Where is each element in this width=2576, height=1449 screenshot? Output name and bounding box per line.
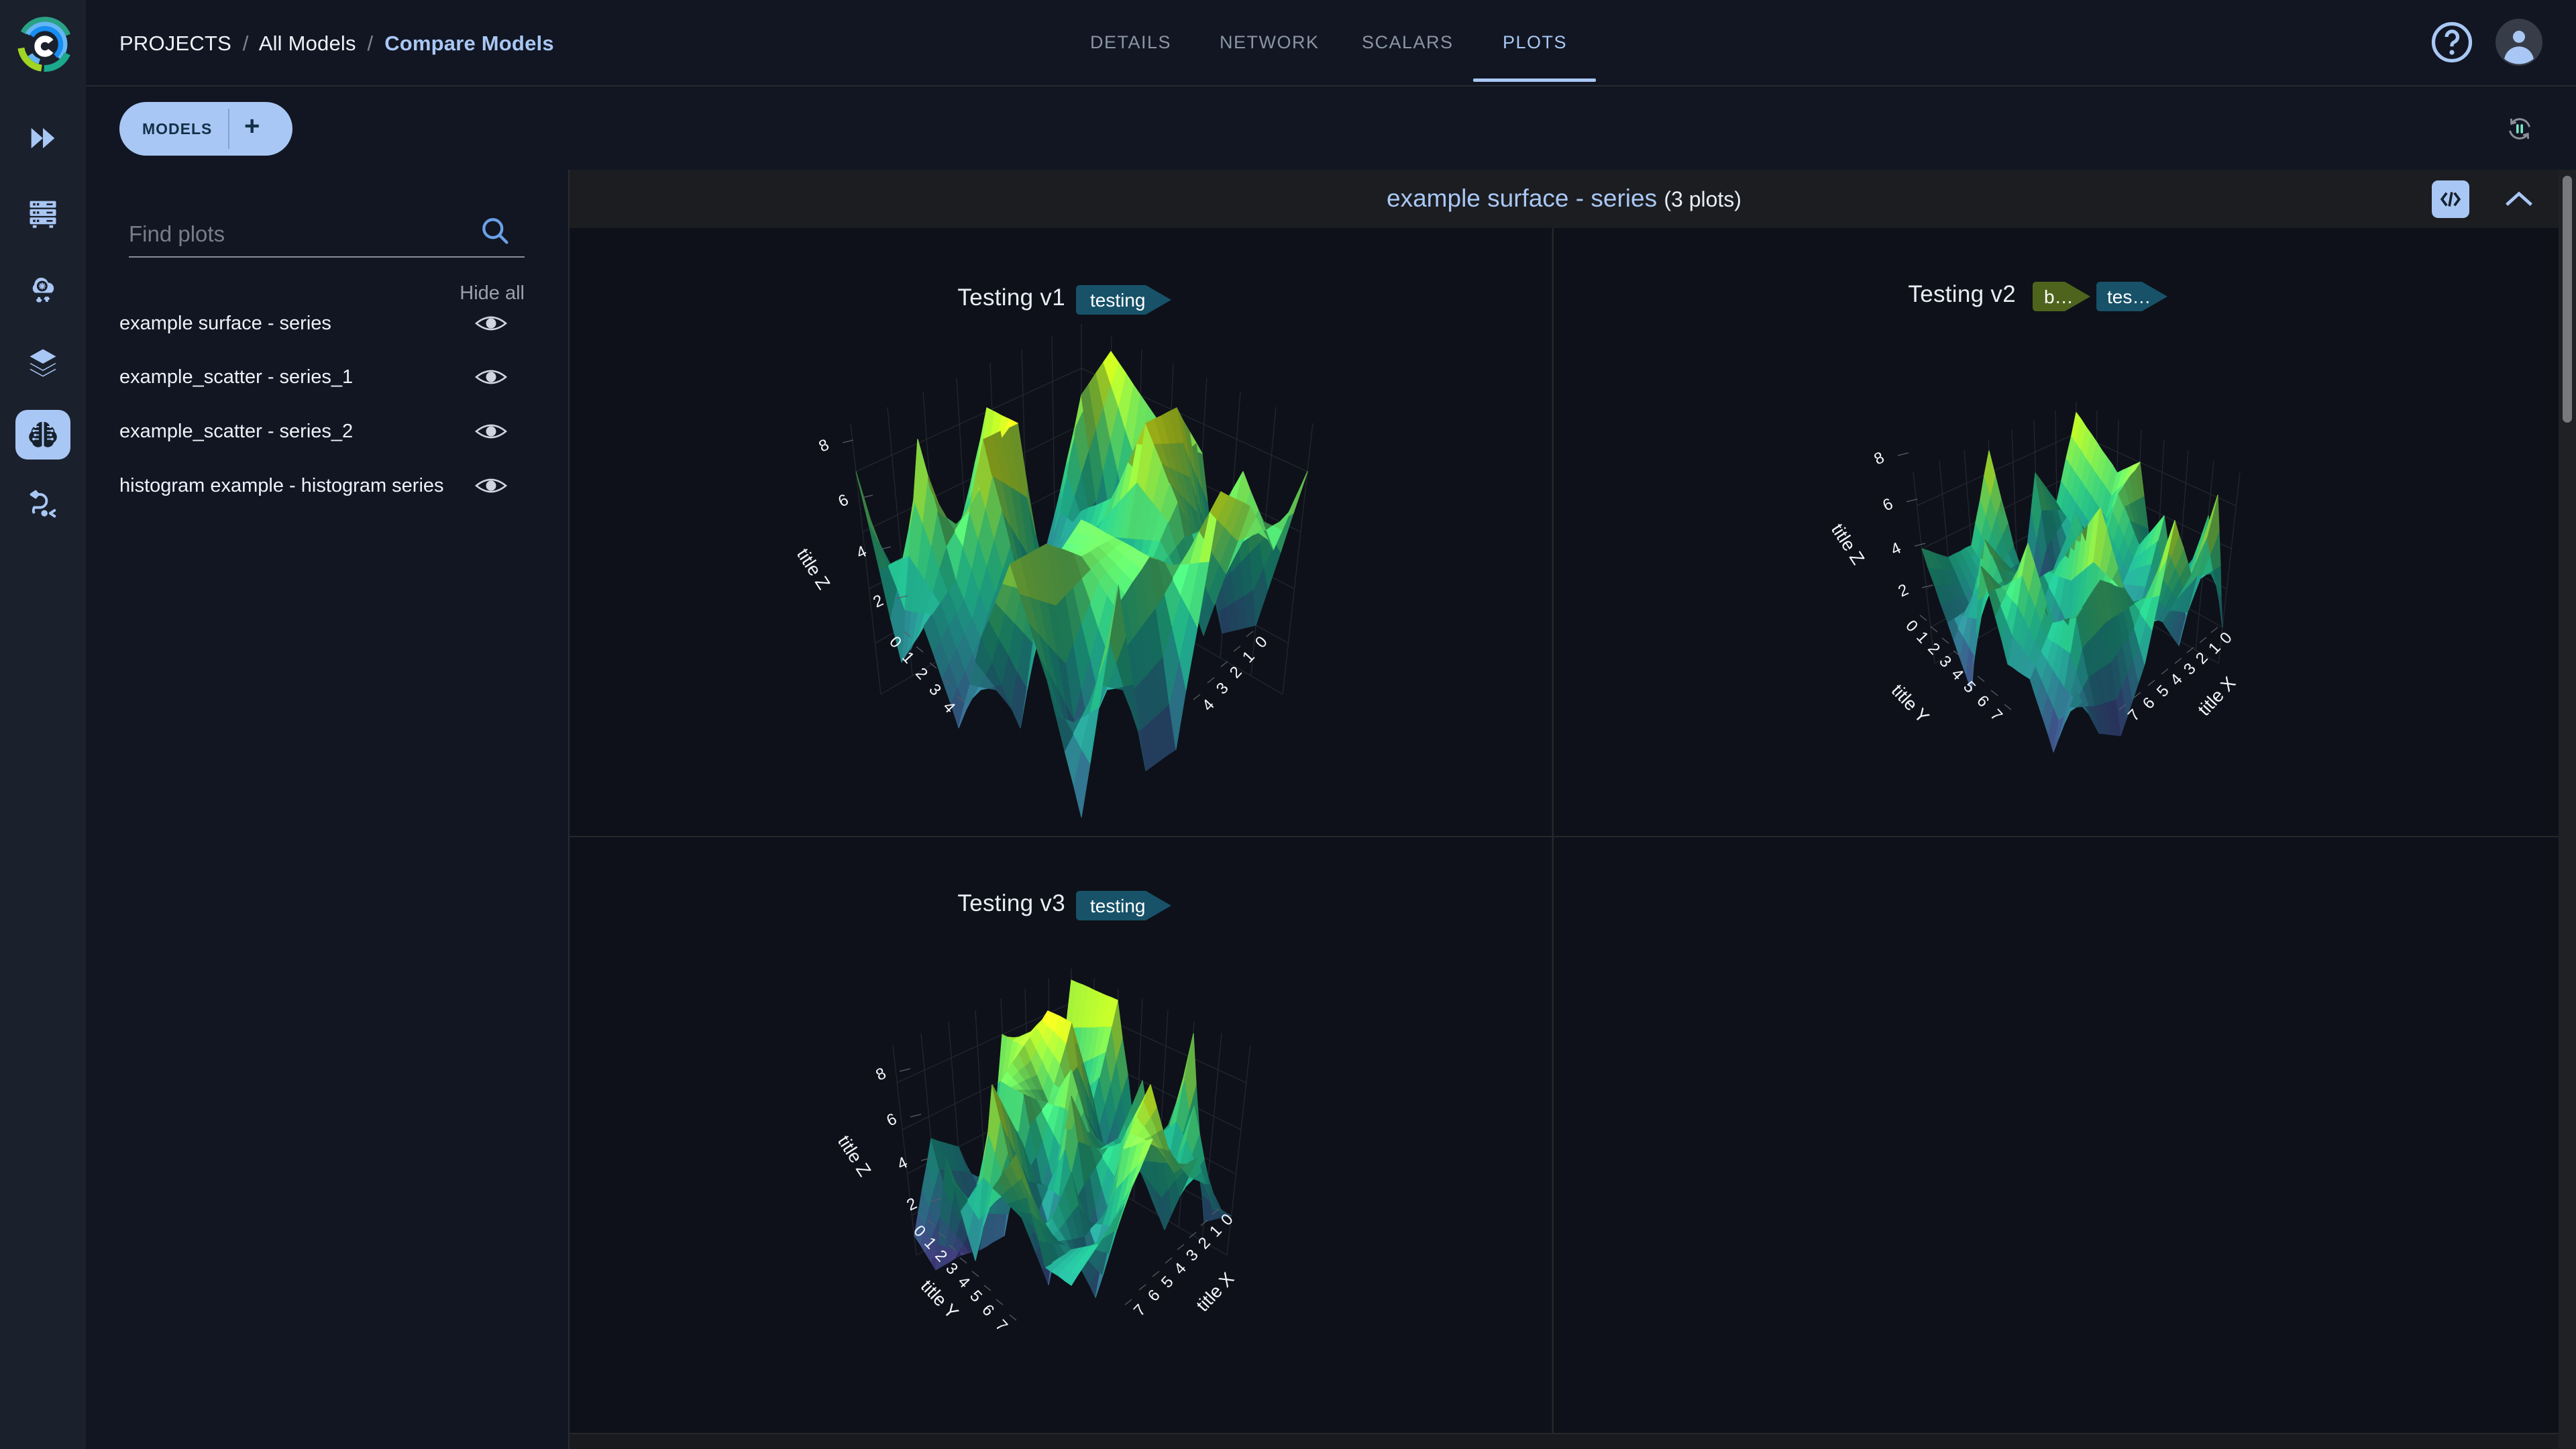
svg-text:6: 6: [1880, 494, 1896, 515]
svg-text:2: 2: [1195, 1234, 1214, 1252]
svg-text:0: 0: [1252, 633, 1271, 651]
svg-text:title Z: title Z: [834, 1132, 875, 1180]
svg-text:2: 2: [1895, 580, 1911, 600]
svg-text:5: 5: [2153, 682, 2173, 700]
svg-text:title Y: title Y: [1888, 680, 1933, 727]
svg-text:3: 3: [2180, 659, 2200, 678]
svg-text:1: 1: [1206, 1222, 1226, 1240]
svg-text:6: 6: [1144, 1286, 1164, 1305]
svg-text:7: 7: [1986, 706, 2006, 724]
svg-text:4: 4: [1888, 539, 1904, 559]
svg-text:5: 5: [1158, 1273, 1177, 1291]
svg-text:1: 1: [2205, 639, 2224, 657]
svg-text:7: 7: [1130, 1301, 1150, 1320]
svg-text:2: 2: [870, 591, 886, 611]
svg-text:0: 0: [1902, 616, 1921, 635]
svg-text:0: 0: [2216, 629, 2236, 647]
svg-text:5: 5: [1960, 678, 1979, 696]
svg-text:4: 4: [853, 542, 869, 562]
svg-text:1: 1: [1913, 628, 1932, 647]
svg-text:1: 1: [1239, 647, 1258, 666]
svg-text:5: 5: [966, 1287, 985, 1305]
svg-text:8: 8: [1871, 448, 1887, 468]
svg-text:7: 7: [2125, 706, 2144, 724]
svg-text:4: 4: [1947, 665, 1967, 684]
svg-text:3: 3: [925, 680, 945, 699]
svg-text:8: 8: [816, 435, 832, 455]
svg-text:6: 6: [1973, 692, 1992, 710]
svg-text:7: 7: [991, 1316, 1011, 1335]
svg-text:2: 2: [904, 1194, 920, 1214]
svg-text:4: 4: [1199, 696, 1218, 714]
svg-text:4: 4: [2167, 670, 2186, 689]
svg-text:6: 6: [835, 490, 851, 511]
svg-text:title Z: title Z: [793, 545, 834, 593]
svg-text:4: 4: [1171, 1259, 1190, 1278]
svg-text:3: 3: [1935, 652, 1955, 671]
svg-text:2: 2: [1226, 663, 1246, 682]
svg-text:title X: title X: [1192, 1269, 1238, 1316]
svg-text:6: 6: [883, 1110, 900, 1130]
svg-text:title X: title X: [2194, 673, 2239, 720]
svg-text:2: 2: [2192, 649, 2212, 667]
svg-text:6: 6: [978, 1301, 998, 1320]
svg-text:4: 4: [954, 1273, 973, 1291]
svg-text:3: 3: [1213, 679, 1232, 698]
svg-text:4: 4: [894, 1153, 910, 1173]
svg-text:title Z: title Z: [1827, 520, 1868, 568]
svg-text:6: 6: [2139, 694, 2159, 712]
svg-text:2: 2: [912, 664, 931, 683]
svg-text:3: 3: [1183, 1246, 1202, 1265]
svg-text:8: 8: [873, 1064, 889, 1084]
